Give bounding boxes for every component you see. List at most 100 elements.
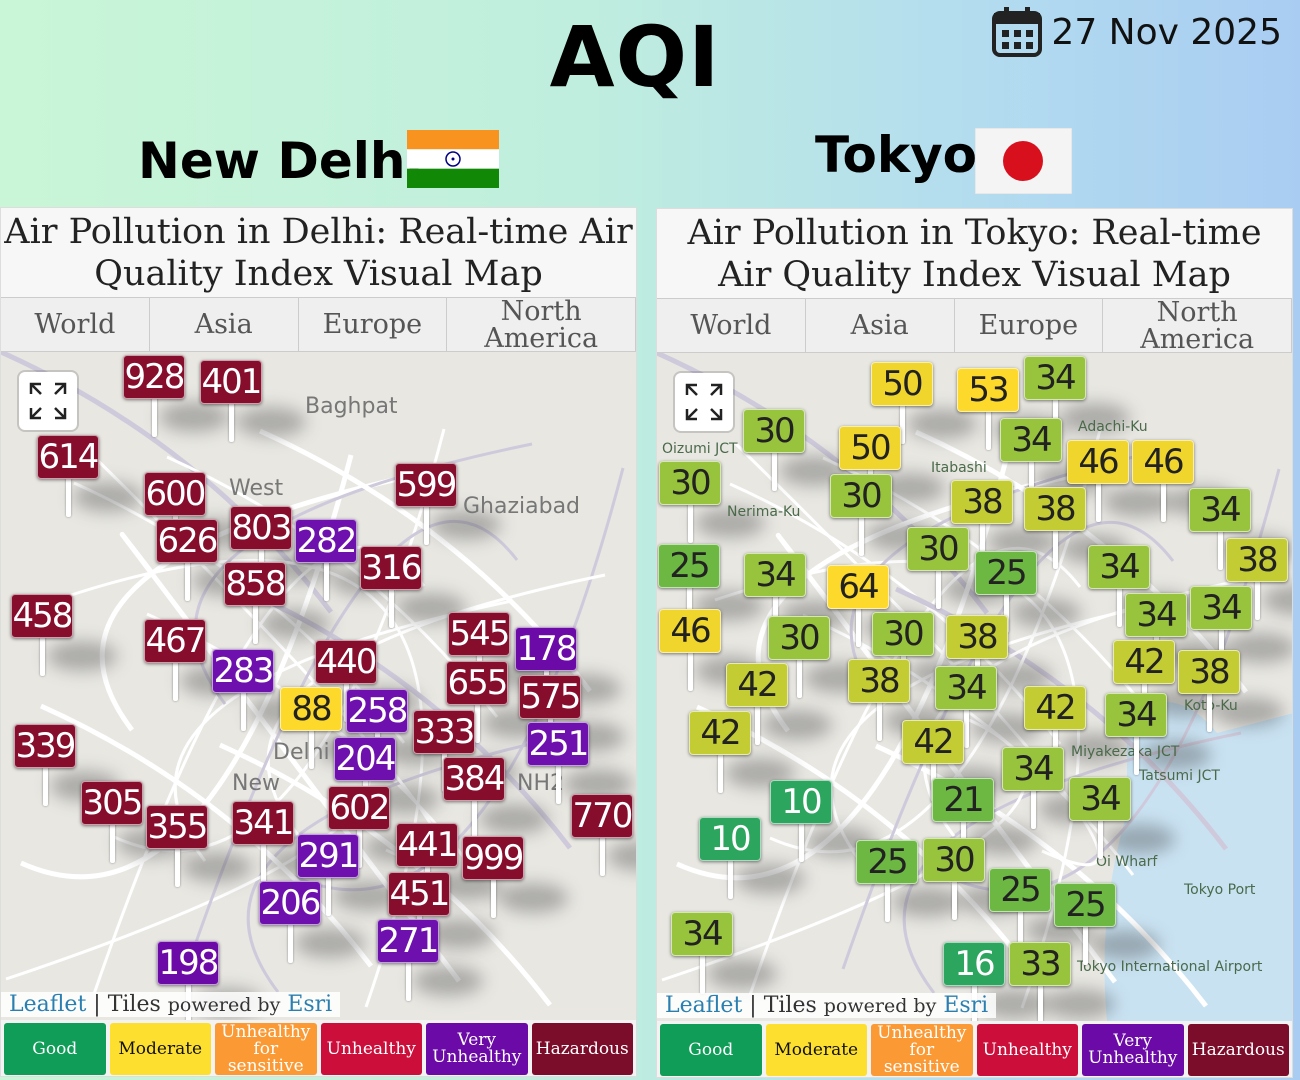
aqi-marker[interactable]: 626 — [156, 519, 218, 563]
aqi-marker[interactable]: 30 — [907, 527, 969, 571]
aqi-marker[interactable]: 21 — [932, 778, 994, 822]
aqi-marker[interactable]: 602 — [328, 786, 390, 830]
aqi-marker[interactable]: 38 — [1178, 650, 1240, 694]
tab-world[interactable]: World — [1, 298, 150, 351]
aqi-marker[interactable]: 25 — [1054, 883, 1116, 927]
fullscreen-button[interactable] — [675, 373, 733, 431]
tab-europe[interactable]: Europe — [299, 298, 448, 351]
aqi-marker[interactable]: 34 — [1190, 586, 1252, 630]
aqi-marker[interactable]: 33 — [1009, 942, 1071, 986]
aqi-marker[interactable]: 305 — [81, 781, 143, 825]
aqi-marker[interactable]: 38 — [951, 480, 1013, 524]
aqi-marker[interactable]: 30 — [659, 461, 721, 505]
aqi-marker[interactable]: 42 — [1024, 686, 1086, 730]
aqi-marker[interactable]: 198 — [157, 941, 219, 985]
aqi-marker[interactable]: 271 — [377, 919, 439, 963]
aqi-marker[interactable]: 34 — [935, 666, 997, 710]
aqi-marker[interactable]: 178 — [515, 627, 577, 671]
aqi-marker[interactable]: 770 — [571, 794, 633, 838]
aqi-marker[interactable]: 34 — [1002, 747, 1064, 791]
aqi-marker[interactable]: 803 — [230, 506, 292, 550]
aqi-marker[interactable]: 316 — [360, 546, 422, 590]
aqi-marker[interactable]: 10 — [770, 780, 832, 824]
aqi-marker[interactable]: 38 — [848, 659, 910, 703]
aqi-marker[interactable]: 38 — [1024, 487, 1086, 531]
aqi-marker[interactable]: 339 — [14, 724, 76, 768]
leaflet-link[interactable]: Leaflet — [665, 993, 743, 1018]
aqi-marker[interactable]: 30 — [743, 409, 805, 453]
aqi-marker[interactable]: 458 — [11, 594, 73, 638]
aqi-marker[interactable]: 88 — [280, 687, 342, 731]
aqi-marker[interactable]: 25 — [856, 840, 918, 884]
aqi-marker[interactable]: 928 — [123, 355, 185, 399]
aqi-marker[interactable]: 34 — [671, 912, 733, 956]
aqi-marker[interactable]: 64 — [827, 565, 889, 609]
aqi-marker[interactable]: 38 — [1226, 538, 1288, 582]
esri-link[interactable]: Esri — [287, 992, 333, 1017]
aqi-marker[interactable]: 30 — [872, 612, 934, 656]
esri-link[interactable]: Esri — [943, 993, 989, 1018]
aqi-marker[interactable]: 291 — [297, 834, 359, 878]
aqi-marker[interactable]: 30 — [923, 838, 985, 882]
aqi-map[interactable]: 928 401 614 600 626 803 282 599 858 316 458 467 283 4… — [1, 352, 636, 1020]
aqi-marker[interactable]: 50 — [839, 426, 901, 470]
aqi-marker[interactable]: 206 — [259, 881, 321, 925]
tab-north-america[interactable]: North America — [1103, 299, 1292, 353]
aqi-marker[interactable]: 25 — [658, 544, 720, 588]
aqi-marker[interactable]: 34 — [1088, 545, 1150, 589]
aqi-marker[interactable]: 34 — [1024, 356, 1086, 400]
aqi-marker[interactable]: 10 — [699, 817, 761, 861]
aqi-marker[interactable]: 42 — [726, 663, 788, 707]
aqi-marker[interactable]: 42 — [1113, 640, 1175, 684]
aqi-marker[interactable]: 34 — [744, 553, 806, 597]
aqi-marker[interactable]: 655 — [446, 661, 508, 705]
aqi-marker[interactable]: 16 — [943, 942, 1005, 986]
leaflet-link[interactable]: Leaflet — [9, 992, 87, 1017]
aqi-marker[interactable]: 599 — [395, 463, 457, 507]
tab-europe[interactable]: Europe — [955, 299, 1104, 352]
aqi-marker[interactable]: 341 — [232, 801, 294, 845]
aqi-marker[interactable]: 46 — [1132, 440, 1194, 484]
aqi-marker[interactable]: 575 — [519, 675, 581, 719]
aqi-marker[interactable]: 258 — [346, 689, 408, 733]
aqi-marker[interactable]: 34 — [1125, 593, 1187, 637]
tab-asia[interactable]: Asia — [150, 298, 299, 351]
aqi-marker[interactable]: 858 — [224, 562, 286, 606]
aqi-marker[interactable]: 384 — [443, 757, 505, 801]
aqi-marker[interactable]: 451 — [388, 872, 450, 916]
aqi-marker[interactable]: 25 — [975, 551, 1037, 595]
aqi-marker[interactable]: 46 — [1067, 440, 1129, 484]
aqi-marker[interactable]: 46 — [659, 609, 721, 653]
aqi-marker[interactable]: 204 — [334, 737, 396, 781]
aqi-marker[interactable]: 440 — [315, 640, 377, 684]
aqi-marker[interactable]: 355 — [146, 805, 208, 849]
aqi-marker[interactable]: 34 — [1069, 777, 1131, 821]
aqi-marker[interactable]: 53 — [957, 368, 1019, 412]
aqi-marker[interactable]: 34 — [1189, 488, 1251, 532]
aqi-marker[interactable]: 283 — [212, 649, 274, 693]
aqi-map[interactable]: 50 53 34 30 50 34 46 46 30 30 38 38 34 30 38 25 34 64 25 34… — [657, 353, 1292, 1021]
tab-asia[interactable]: Asia — [806, 299, 955, 352]
aqi-marker[interactable]: 545 — [448, 612, 510, 656]
aqi-marker[interactable]: 38 — [946, 615, 1008, 659]
aqi-marker[interactable]: 999 — [462, 836, 524, 880]
aqi-marker[interactable]: 441 — [396, 823, 458, 867]
aqi-marker[interactable]: 401 — [200, 360, 262, 404]
aqi-marker[interactable]: 614 — [37, 435, 99, 479]
aqi-marker[interactable]: 34 — [1000, 418, 1062, 462]
aqi-marker[interactable]: 600 — [144, 472, 206, 516]
aqi-marker[interactable]: 25 — [989, 868, 1051, 912]
aqi-marker[interactable]: 50 — [871, 362, 933, 406]
fullscreen-button[interactable] — [19, 372, 77, 430]
tab-world[interactable]: World — [657, 299, 806, 352]
aqi-marker[interactable]: 30 — [768, 616, 830, 660]
aqi-marker[interactable]: 282 — [295, 519, 357, 563]
aqi-marker[interactable]: 34 — [1105, 693, 1167, 737]
tab-north-america[interactable]: North America — [447, 298, 636, 352]
aqi-marker[interactable]: 42 — [902, 720, 964, 764]
aqi-marker[interactable]: 30 — [830, 474, 892, 518]
aqi-marker[interactable]: 333 — [413, 710, 475, 754]
aqi-marker[interactable]: 251 — [527, 722, 589, 766]
aqi-marker[interactable]: 467 — [144, 619, 206, 663]
aqi-marker[interactable]: 42 — [689, 711, 751, 755]
